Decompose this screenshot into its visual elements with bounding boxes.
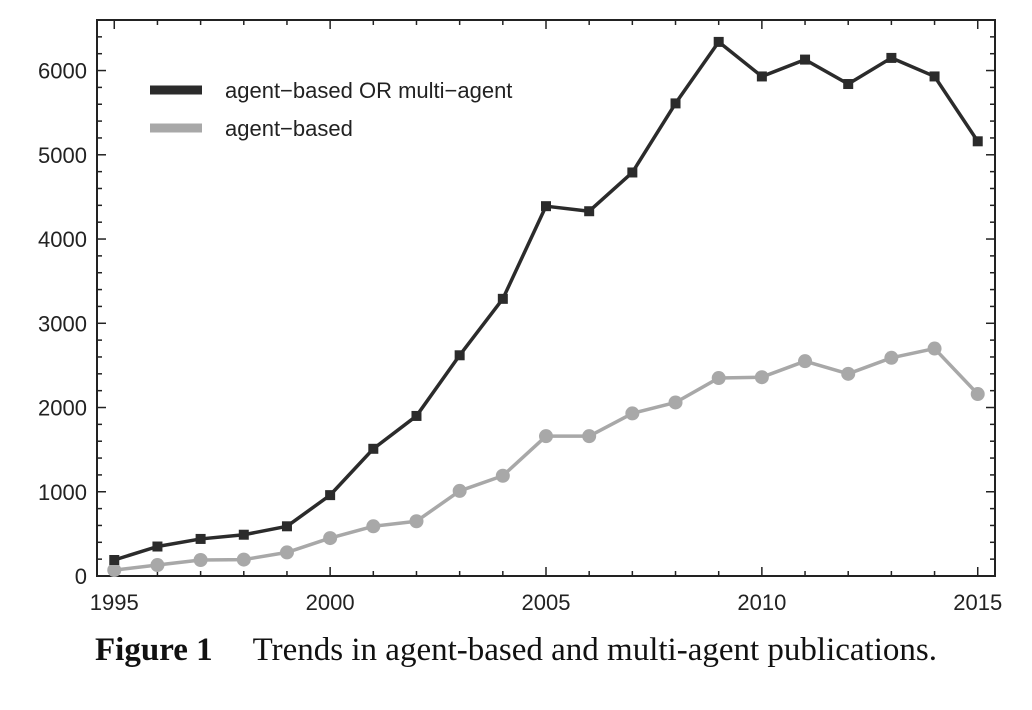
series-0 [109,36,983,565]
data-point [970,387,985,402]
data-point [841,366,856,381]
data-point [884,350,899,365]
plot-frame [96,19,996,577]
x-tick-label: 2000 [306,590,355,615]
data-point [454,350,465,361]
data-point [452,483,467,498]
y-tick-label: 4000 [38,227,87,252]
data-point [325,490,336,501]
data-point [927,341,942,356]
data-point [150,558,165,573]
y-tick-label: 6000 [38,59,87,84]
plot-border [96,19,996,577]
data-point [800,54,811,65]
data-point [627,167,638,178]
data-point [368,443,379,454]
data-point [107,563,122,578]
series-1 [107,341,985,578]
legend-label: agent−based [225,116,353,141]
y-tick-label: 5000 [38,143,87,168]
data-point [713,36,724,47]
data-point [366,519,381,534]
data-point [754,370,769,385]
y-tick-label: 3000 [38,311,87,336]
data-point [193,552,208,567]
figure-label: Figure 1 [95,632,213,668]
data-point [238,529,249,540]
data-point [886,52,897,63]
data-point [584,206,595,217]
y-tick-label: 1000 [38,480,87,505]
x-tick-label: 1995 [90,590,139,615]
legend: agent−based OR multi−agent agent−based [150,78,512,141]
x-tick-label: 2015 [953,590,1002,615]
data-point [670,98,681,109]
data-point [109,554,120,565]
data-point [236,552,251,567]
data-point [711,371,726,386]
y-axis: 0 1000 2000 3000 4000 5000 6000 [38,19,995,589]
series-layer [107,36,985,578]
line-chart: 1995 2000 2005 2010 2015 0 1000 2000 3000 4000 50… [38,19,1002,615]
data-point [539,429,553,444]
data-point [798,354,813,369]
figure-caption: Figure 1 Trends in agent-based and multi-… [0,632,1032,669]
data-point [756,71,767,82]
legend-label: agent−based OR multi−agent [225,78,512,103]
data-point [582,429,597,444]
data-point [497,293,508,304]
data-point [152,541,163,552]
data-point [972,136,983,147]
data-point [541,201,551,212]
data-point [411,410,422,421]
data-point [843,79,854,90]
y-tick-label: 2000 [38,396,87,421]
caption-text: Trends in agent-based and multi-agent pu… [252,632,937,668]
data-point [625,406,640,421]
data-point [409,514,424,529]
data-point [281,521,292,532]
data-point [495,468,510,483]
data-point [323,531,338,546]
y-tick-label: 0 [75,564,87,589]
data-point [279,545,294,560]
data-point [929,71,940,82]
x-tick-label: 2005 [522,590,571,615]
data-point [668,395,683,410]
data-point [195,533,206,544]
x-axis: 1995 2000 2005 2010 2015 [90,20,1002,615]
x-tick-label: 2010 [737,590,786,615]
